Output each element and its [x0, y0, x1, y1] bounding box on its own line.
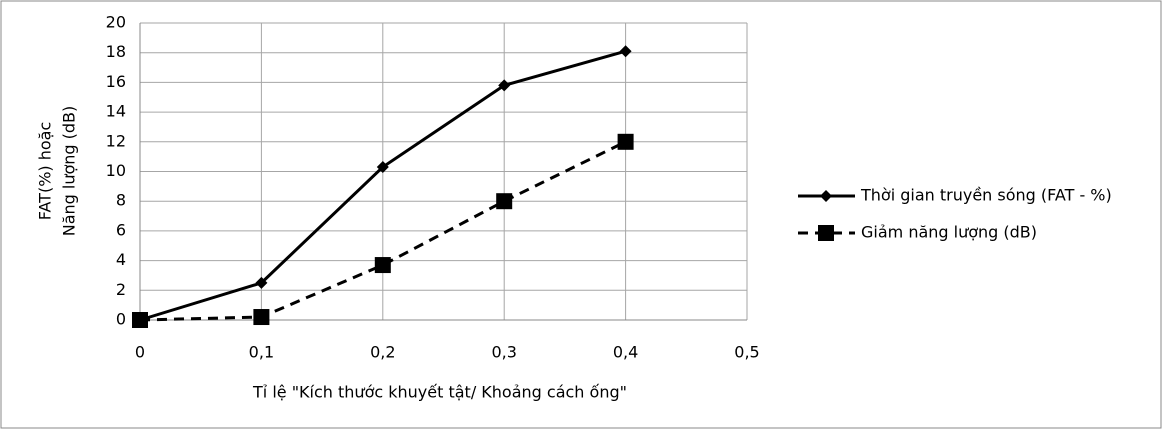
marker: [255, 276, 268, 289]
marker: [496, 193, 513, 210]
x-tick-label: 0,5: [734, 343, 759, 362]
x-tick-label: 0,3: [491, 343, 516, 362]
marker: [617, 133, 634, 150]
legend-marker: [818, 225, 834, 241]
legend-marker: [820, 190, 832, 202]
marker: [253, 309, 270, 326]
marker: [132, 312, 148, 328]
marker: [619, 45, 632, 58]
marker: [498, 79, 511, 92]
y-tick-label: 4: [116, 250, 126, 269]
marker: [376, 161, 389, 174]
y-tick-label: 12: [106, 131, 126, 150]
x-tick-label: 0: [135, 343, 145, 362]
marker: [374, 257, 391, 274]
y-tick-label: 0: [116, 310, 126, 329]
y-tick-label: 2: [116, 280, 126, 299]
y-tick-label: 10: [106, 161, 126, 180]
legend-label: Giảm năng lượng (dB): [861, 223, 1037, 242]
y-tick-label: 18: [106, 42, 126, 61]
x-tick-label: 0,4: [613, 343, 638, 362]
legend-label: Thời gian truyền sóng (FAT - %): [860, 186, 1112, 205]
x-tick-label: 0,2: [370, 343, 395, 362]
y-axis-label: FAT(%) hoặc: [36, 122, 55, 221]
y-tick-label: 6: [116, 220, 126, 239]
x-axis-label: Tỉ lệ "Kích thước khuyết tật/ Khoảng các…: [252, 383, 627, 402]
y-tick-label: 8: [116, 191, 126, 210]
y-tick-label: 16: [106, 72, 126, 91]
y-tick-label: 20: [106, 13, 126, 32]
x-tick-label: 0,1: [249, 343, 274, 362]
y-axis-label: Năng lượng (dB): [60, 106, 79, 237]
y-tick-label: 14: [106, 102, 126, 121]
